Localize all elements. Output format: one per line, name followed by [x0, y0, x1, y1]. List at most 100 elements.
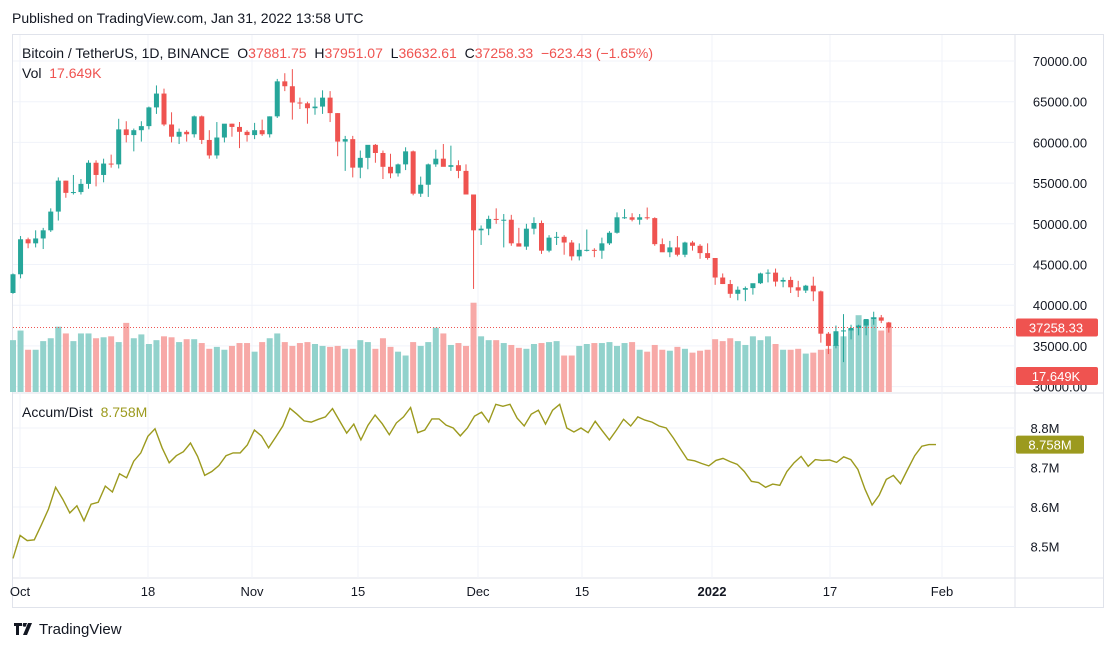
volume-bar — [644, 351, 651, 392]
candle-body — [569, 242, 575, 257]
volume-bar — [780, 349, 787, 392]
candle-body — [455, 165, 461, 171]
price-badge-bg — [1016, 318, 1098, 337]
candle — [206, 130, 212, 159]
volume-bar — [878, 330, 885, 392]
candle — [720, 273, 726, 285]
volume-bar — [168, 337, 175, 392]
time-tick-label: Nov — [240, 584, 264, 599]
tradingview-logo[interactable]: TradingView — [14, 621, 122, 638]
candle — [493, 208, 499, 224]
close-value: 37258.33 — [474, 45, 534, 61]
volume-bar — [817, 349, 824, 392]
candle-body — [757, 273, 763, 284]
volume-badge-bg — [1016, 367, 1098, 385]
volume-bar — [636, 349, 643, 392]
candle-body — [357, 157, 363, 168]
volume-bar — [327, 346, 334, 392]
volume-bar — [689, 352, 696, 392]
candle-body — [841, 330, 846, 332]
volume-bar — [727, 338, 734, 392]
candle — [229, 123, 235, 137]
candle — [841, 314, 846, 363]
candle-body — [320, 97, 326, 107]
candle — [622, 209, 628, 219]
candle-body — [810, 285, 816, 292]
volume-bar — [115, 342, 122, 392]
volume-bar — [387, 346, 394, 392]
candle-body — [773, 272, 779, 282]
ad-badge-bg — [1016, 435, 1084, 454]
candle — [682, 241, 688, 258]
volume-bar — [598, 343, 605, 392]
candle — [108, 154, 114, 168]
candle-body — [138, 126, 144, 131]
volume-bar — [77, 333, 84, 392]
candle — [131, 128, 137, 152]
volume-bar — [100, 337, 107, 392]
candle — [614, 212, 620, 234]
volume-bar — [334, 345, 341, 392]
candle — [221, 123, 227, 143]
volume-bar — [342, 348, 349, 392]
volume-bar — [614, 345, 620, 392]
candle-body — [667, 247, 673, 253]
candle-body — [237, 126, 242, 132]
volume-bar — [425, 342, 432, 392]
candle — [63, 180, 69, 198]
volume-bar — [281, 342, 288, 392]
volume-bar — [772, 344, 779, 392]
candle — [116, 118, 122, 169]
volume-bar — [17, 330, 24, 392]
candle — [863, 319, 869, 336]
volume-bar — [251, 351, 258, 392]
volume-bar — [304, 342, 311, 392]
candle — [18, 236, 24, 279]
volume-bar — [681, 348, 688, 392]
candle — [191, 115, 197, 138]
candle-body — [70, 192, 76, 194]
volume-bar — [757, 340, 764, 392]
published-caption: Published on TradingView.com, Jan 31, 20… — [12, 10, 364, 26]
candle — [184, 130, 190, 142]
candle — [878, 314, 884, 324]
candle — [478, 225, 484, 245]
candle-body — [101, 163, 107, 175]
chart-frame[interactable] — [12, 34, 1104, 608]
symbol-legend: Bitcoin / TetherUS, 1D, BINANCE O37881.7… — [22, 45, 653, 61]
price-tick-label: 60000.00 — [1033, 135, 1087, 150]
ad-badge: 8.758M — [1028, 438, 1071, 453]
volume-bar — [402, 355, 409, 392]
candle-body — [418, 184, 424, 194]
candle-body — [40, 230, 46, 239]
candle-body — [297, 102, 303, 104]
candle-body — [161, 93, 167, 125]
candle-body — [576, 249, 582, 257]
candle — [810, 276, 816, 302]
volume-bar — [259, 342, 266, 392]
candle — [169, 112, 175, 143]
candle-body — [720, 277, 726, 285]
price-tick-label: 35000.00 — [1033, 339, 1087, 354]
candle — [856, 324, 862, 336]
time-tick-label: 15 — [575, 584, 589, 599]
volume-bar — [515, 347, 522, 392]
volume-badge: 17.649K — [1032, 369, 1081, 384]
volume-bar — [621, 343, 628, 392]
candle-body — [304, 103, 310, 109]
volume-bar — [138, 334, 145, 392]
volume-bar — [25, 349, 32, 392]
candle-body — [93, 162, 99, 175]
candle — [161, 88, 167, 127]
candle-body — [169, 124, 175, 137]
volume-bar — [787, 349, 794, 392]
candle — [25, 237, 31, 249]
volume-bar — [440, 333, 447, 392]
candle — [350, 135, 356, 178]
candle-body — [471, 194, 477, 231]
candle-body — [584, 249, 590, 251]
candle — [304, 101, 310, 124]
volume-bar — [855, 315, 862, 392]
candle-body — [742, 288, 748, 290]
